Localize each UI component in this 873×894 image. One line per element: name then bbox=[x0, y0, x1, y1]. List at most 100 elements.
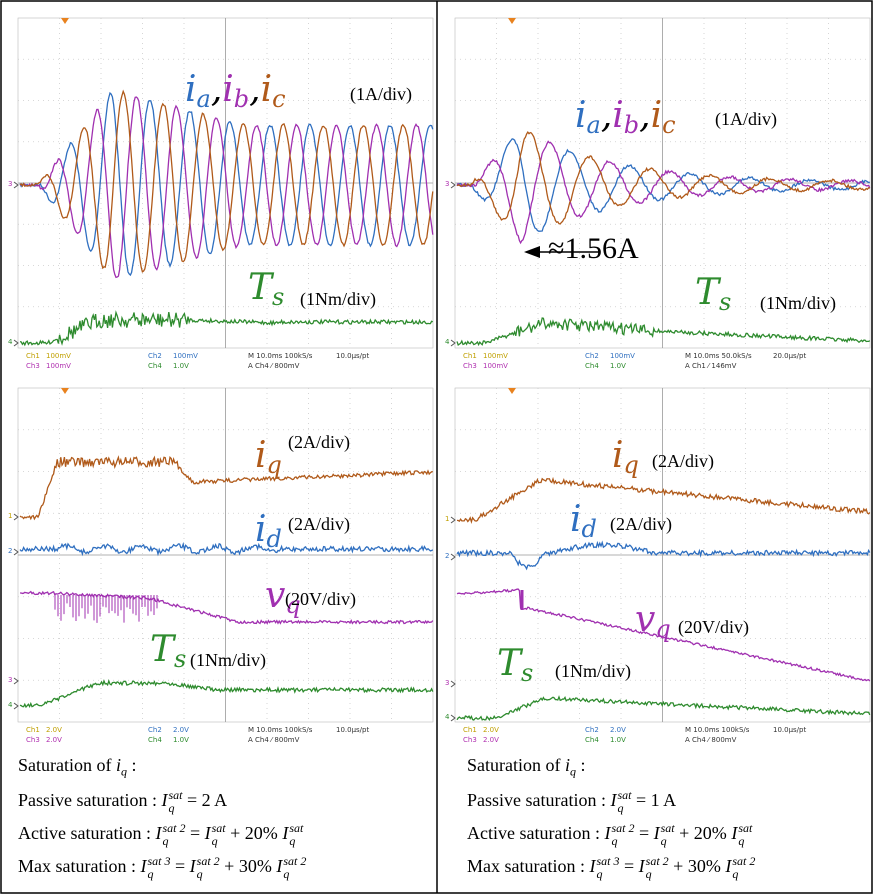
subscript: q bbox=[655, 615, 670, 643]
channel-marker-label: 1 bbox=[8, 513, 12, 520]
caption-text: Active saturation : bbox=[18, 823, 155, 843]
channel-marker-label: 4 bbox=[445, 339, 449, 346]
caption-line: Active saturation : Isat 2q = Isatq + 20… bbox=[467, 822, 752, 847]
caption-text: + 20% bbox=[226, 823, 283, 843]
readout-text: A Ch4 ⁄ 800mV bbox=[248, 363, 299, 370]
readout-value: Ch4 bbox=[148, 362, 162, 370]
unit-text: (20V/div) bbox=[678, 617, 749, 637]
readout-value: 100mV bbox=[610, 352, 635, 360]
caption-line: Passive saturation : Isatq = 2 A bbox=[18, 789, 227, 814]
superscript: sat 3 bbox=[147, 855, 170, 868]
readout-value: A Ch1 ⁄ 146mV bbox=[685, 362, 736, 370]
marker-text: 1 bbox=[8, 512, 12, 520]
caption-text: Max saturation : bbox=[467, 856, 589, 876]
unit-text: (2A/div) bbox=[610, 514, 672, 534]
superscript: sat 2 bbox=[162, 822, 185, 835]
readout-value: 100mV bbox=[173, 352, 198, 360]
channel-marker-label: 3 bbox=[445, 680, 449, 687]
readout-value: Ch1 bbox=[26, 726, 40, 734]
readout-value: M 10.0ms 50.0kS/s bbox=[685, 352, 752, 360]
readout-value: Ch4 bbox=[585, 362, 599, 370]
caption-line: Max saturation : Isat 3q = Isat 2q + 30%… bbox=[18, 855, 306, 880]
separator: , bbox=[211, 69, 222, 110]
subscript: d bbox=[582, 515, 597, 543]
readout-text: Ch3 bbox=[26, 737, 40, 744]
symbol: i bbox=[255, 509, 267, 550]
readout-text: A Ch4 ⁄ 800mV bbox=[248, 737, 299, 744]
unit-text: (20V/div) bbox=[285, 589, 356, 609]
signal-label: Ts bbox=[248, 270, 284, 309]
subscript: q bbox=[732, 868, 755, 881]
caption-text: Saturation of bbox=[18, 755, 116, 775]
superscript: sat bbox=[212, 822, 226, 835]
marker-text: 3 bbox=[445, 180, 449, 188]
readout-text: Ch1 bbox=[26, 353, 40, 360]
superscript: sat bbox=[289, 822, 303, 835]
separator: , bbox=[249, 69, 260, 110]
unit-label: (2A/div) bbox=[610, 515, 672, 533]
subscript: q bbox=[738, 835, 752, 848]
annotation: ≈1.56A bbox=[548, 234, 639, 264]
readout-text: Ch4 bbox=[148, 737, 162, 744]
marker-text: 3 bbox=[445, 679, 449, 687]
symbol: i bbox=[612, 435, 624, 476]
subscript: q bbox=[267, 451, 282, 479]
readout-value: Ch1 bbox=[463, 352, 477, 360]
unit-text: (2A/div) bbox=[652, 451, 714, 471]
unit-label: (1Nm/div) bbox=[300, 290, 376, 308]
math-symbol: I bbox=[205, 823, 211, 843]
math-symbol: I bbox=[589, 856, 595, 876]
readout-value: 100mV bbox=[46, 362, 71, 370]
signal-label: iq bbox=[255, 438, 282, 477]
superscript: sat 2 bbox=[732, 855, 755, 868]
subscript: a bbox=[197, 85, 211, 113]
readout-text: 100mV bbox=[46, 353, 71, 360]
script-stack: satq bbox=[168, 789, 182, 814]
readout-text: 1.0V bbox=[610, 363, 626, 370]
caption-text: = bbox=[620, 856, 639, 876]
signal-label: Ts bbox=[695, 275, 731, 314]
readout-text: 20.0µs/pt bbox=[773, 353, 806, 360]
math-symbol: I bbox=[190, 856, 196, 876]
caption-text: = 1 A bbox=[632, 790, 677, 810]
readout-value: 100mV bbox=[46, 352, 71, 360]
marker-text: 3 bbox=[8, 676, 12, 684]
subscript: s bbox=[521, 659, 533, 687]
unit-text: (2A/div) bbox=[288, 514, 350, 534]
subscript: c bbox=[272, 85, 285, 113]
math-symbol: I bbox=[610, 790, 616, 810]
readout-text: Ch2 bbox=[585, 353, 599, 360]
subscript: q bbox=[611, 835, 634, 848]
channel-marker-label: 3 bbox=[445, 181, 449, 188]
readout-value: Ch3 bbox=[463, 736, 477, 744]
readout-value: 1.0V bbox=[610, 362, 626, 370]
superscript: sat bbox=[738, 822, 752, 835]
subscript: d bbox=[267, 525, 282, 553]
readout-value: 2.0V bbox=[173, 726, 189, 734]
readout-text: Ch2 bbox=[585, 727, 599, 734]
symbol: T bbox=[150, 629, 174, 670]
unit-text: (1A/div) bbox=[350, 84, 412, 104]
readout-value: 2.0V bbox=[46, 726, 62, 734]
subscript: q bbox=[212, 835, 226, 848]
superscript: sat bbox=[168, 789, 182, 802]
symbol: i bbox=[570, 499, 582, 540]
math-symbol: I bbox=[604, 823, 610, 843]
signal-label: ia,ib,ic bbox=[575, 98, 676, 137]
unit-label: (2A/div) bbox=[652, 452, 714, 470]
math-symbol: I bbox=[276, 856, 282, 876]
signal-label: id bbox=[570, 502, 597, 541]
annotation-text: ≈1.56A bbox=[548, 232, 639, 265]
readout-text: 2.0V bbox=[46, 727, 62, 734]
readout-value: M 10.0ms 100kS/s bbox=[248, 352, 312, 360]
caption-text: Active saturation : bbox=[467, 823, 604, 843]
subscript: s bbox=[719, 288, 731, 316]
symbol: i bbox=[185, 69, 197, 110]
unit-label: (1Nm/div) bbox=[190, 651, 266, 669]
channel-marker-label: 2 bbox=[8, 548, 12, 555]
unit-text: (1Nm/div) bbox=[300, 289, 376, 309]
readout-value: 1.0V bbox=[173, 736, 189, 744]
channel-marker-label: 4 bbox=[8, 702, 12, 709]
readout-value: A Ch4 ⁄ 800mV bbox=[248, 362, 299, 370]
